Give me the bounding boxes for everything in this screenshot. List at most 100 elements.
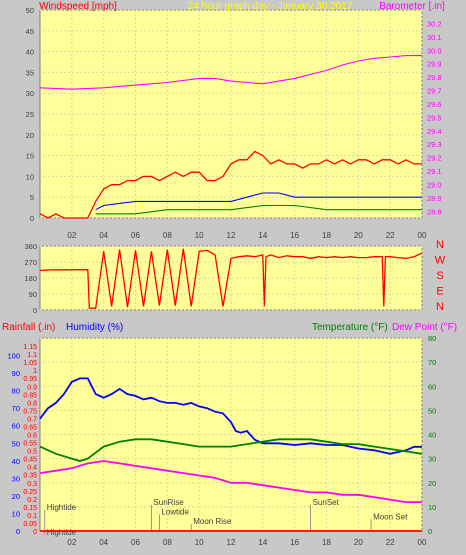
humidity-y-tick-label: 40 xyxy=(12,457,20,466)
rainfall-y-tick-label: 1.15 xyxy=(23,344,37,351)
annotation-label: Moon Set xyxy=(373,512,408,521)
series-line-temperature-f- xyxy=(39,438,423,462)
wind-x-tick-label: 08 xyxy=(163,231,172,240)
compass-label: N xyxy=(436,239,444,251)
rainfall-y-tick-label: 0.5 xyxy=(27,449,37,456)
humidity-y-tick-label: 90 xyxy=(12,369,20,378)
wind-y-tick-label: 40 xyxy=(26,48,34,57)
wind-x-tick-label: 16 xyxy=(290,231,299,240)
wind-x-tick-label: 20 xyxy=(354,231,363,240)
barometer-y-tick-label: 29.5 xyxy=(427,113,442,122)
temp-x-tick-label: 14 xyxy=(258,538,267,547)
annotation-label: Hightide xyxy=(47,528,77,537)
rainfall-y-tick-label: 0.4 xyxy=(27,465,37,472)
direction-y-tick-label: 180 xyxy=(24,274,37,283)
series-line-barometer-in- xyxy=(39,55,422,90)
wind-y-tick-label: 45 xyxy=(26,27,34,36)
wind-y-tick-label: 15 xyxy=(26,152,34,161)
temp-x-tick-label: 10 xyxy=(195,538,204,547)
humidity-y-tick-label: 10 xyxy=(12,509,20,518)
rainfall-axis-label: Rainfall (.in) xyxy=(2,322,55,333)
wind-y-tick-label: 35 xyxy=(26,68,34,77)
temp-x-tick-label: 18 xyxy=(322,538,331,547)
temperature-y-tick-label: 50 xyxy=(428,406,436,415)
barometer-y-tick-label: 28.8 xyxy=(427,207,442,216)
series-line-wind-average xyxy=(95,192,422,211)
temp-x-tick-label: 12 xyxy=(227,538,236,547)
series-line-windspeed-mph- xyxy=(39,150,422,219)
wind-y-tick-label: 30 xyxy=(26,89,34,98)
rainfall-y-tick-label: 0.9 xyxy=(27,384,37,391)
humidity-y-tick-label: 60 xyxy=(12,422,20,431)
windspeed-axis-label: Windspeed [mph] xyxy=(39,1,117,12)
direction-y-tick-label: 270 xyxy=(24,258,37,267)
series-line-dew-point-f- xyxy=(39,460,422,504)
humidity-y-tick-label: 50 xyxy=(12,439,20,448)
rainfall-y-tick-label: 0.1 xyxy=(27,513,37,520)
barometer-y-tick-label: 29.6 xyxy=(427,100,442,109)
temp-x-tick-label: 08 xyxy=(163,538,172,547)
rainfall-y-tick-label: 0.65 xyxy=(23,424,37,431)
rainfall-y-tick-label: 0.3 xyxy=(27,481,37,488)
humidity-y-tick-label: 20 xyxy=(12,492,20,501)
temperature-y-tick-label: 70 xyxy=(428,358,436,367)
rainfall-y-tick-label: 1 xyxy=(33,368,37,375)
rainfall-y-tick-label: 0.35 xyxy=(23,473,37,480)
barometer-y-tick-label: 29.4 xyxy=(427,127,442,136)
wind-x-tick-label: 00 xyxy=(418,231,427,240)
humidity-y-tick-label: 0 xyxy=(16,527,20,536)
temp-x-tick-label: 16 xyxy=(290,538,299,547)
temperature-y-tick-label: 40 xyxy=(428,431,436,440)
rainfall-y-tick-label: 1.05 xyxy=(23,360,37,367)
barometer-y-tick-label: 29.9 xyxy=(427,60,442,69)
rainfall-y-tick-label: 0.7 xyxy=(27,416,37,423)
humidity-y-tick-label: 30 xyxy=(12,474,20,483)
temp-x-tick-label: 20 xyxy=(354,538,363,547)
panel-wind-barometer: 0 5 10 15 20 25 30 35 40 45 50 28.8 28.9 29.0 29.1 29.2… xyxy=(26,1,445,240)
barometer-axis-label: Barometer [.in] xyxy=(379,1,445,12)
temperature-axis-label: Temperature (°F) xyxy=(312,322,388,333)
rainfall-y-tick-label: 0 xyxy=(33,529,37,536)
barometer-y-tick-label: 29.2 xyxy=(427,154,442,163)
annotation-label: Moon Rise xyxy=(193,517,232,526)
barometer-y-tick-label: 29.8 xyxy=(427,73,442,82)
wind-x-tick-label: 18 xyxy=(322,231,331,240)
rainfall-y-tick-label: 1.1 xyxy=(27,352,37,359)
compass-label: N xyxy=(436,301,444,313)
rainfall-y-tick-label: 0.2 xyxy=(27,497,37,504)
temperature-y-tick-label: 80 xyxy=(428,334,436,343)
rainfall-y-tick-label: 0.05 xyxy=(23,521,37,528)
annotation-label: SunRise xyxy=(153,498,184,507)
rainfall-y-tick-label: 0.6 xyxy=(27,433,37,440)
series-line-wind-direction xyxy=(39,248,423,309)
direction-y-tick-label: 360 xyxy=(24,242,37,251)
temperature-y-tick-label: 30 xyxy=(428,455,436,464)
wind-x-tick-label: 02 xyxy=(67,231,76,240)
wind-y-tick-label: 10 xyxy=(26,172,34,181)
barometer-y-tick-label: 30.0 xyxy=(427,46,442,55)
humidity-y-tick-label: 100 xyxy=(7,352,20,361)
rainfall-y-tick-label: 0.45 xyxy=(23,457,37,464)
barometer-y-tick-label: 29.1 xyxy=(427,167,442,176)
wind-y-tick-label: 5 xyxy=(30,193,34,202)
barometer-y-tick-label: 29.7 xyxy=(427,87,442,96)
barometer-y-tick-label: 30.2 xyxy=(427,19,442,28)
direction-y-tick-label: 90 xyxy=(29,290,37,299)
compass-label: W xyxy=(435,255,446,267)
temperature-y-tick-label: 20 xyxy=(428,479,436,488)
temperature-y-tick-label: 10 xyxy=(428,503,436,512)
rainfall-y-tick-label: 0.55 xyxy=(23,441,37,448)
wind-x-tick-label: 12 xyxy=(227,231,236,240)
wind-x-tick-label: 22 xyxy=(386,231,395,240)
wind-x-tick-label: 06 xyxy=(131,231,140,240)
wind-y-tick-label: 20 xyxy=(26,131,34,140)
wind-y-tick-label: 50 xyxy=(26,6,34,15)
rainfall-y-tick-label: 0.95 xyxy=(23,376,37,383)
panel-temperature-humidity: 0102030405060708001020304050607080901000… xyxy=(2,322,457,547)
rainfall-y-tick-label: 0.15 xyxy=(23,505,37,512)
wind-x-tick-label: 10 xyxy=(195,231,204,240)
wind-y-tick-label: 25 xyxy=(26,110,34,119)
humidity-axis-label: Humidity (%) xyxy=(66,322,123,333)
